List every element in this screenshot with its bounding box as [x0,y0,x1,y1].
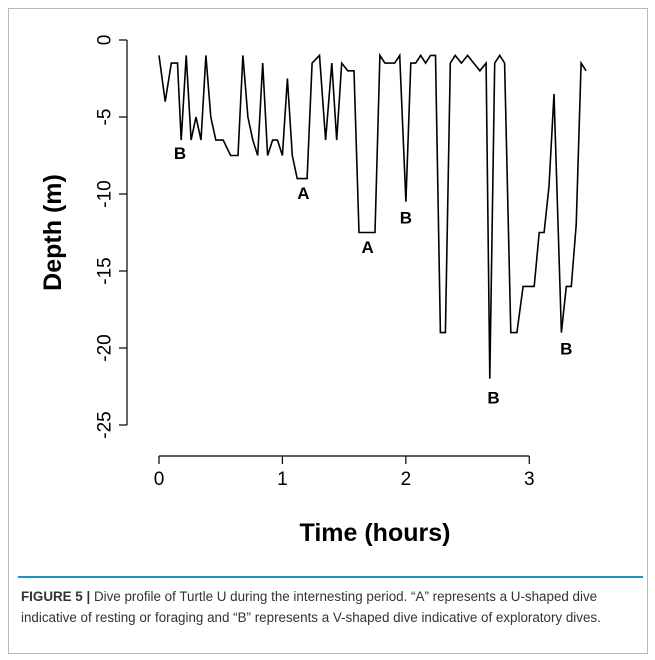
x-tick-label: 2 [401,469,412,490]
annotation-b: B [560,339,572,358]
y-tick-label: -15 [95,257,116,284]
annotation-b: B [487,389,499,408]
figure-caption: FIGURE 5 | Dive profile of Turtle U duri… [18,576,643,628]
figure-frame [8,8,648,654]
y-tick-label: 0 [95,35,116,46]
chart-marks: B A A B B B [158,52,587,408]
dive-profile-line [158,52,587,379]
annotation-b: B [174,144,186,163]
x-tick-label: 0 [154,469,165,490]
y-axis-title: Depth (m) [39,174,67,291]
annotation-a: A [361,238,373,257]
axes: 0 1 2 3 0 -5 -10 -15 -20 -25 [95,35,535,490]
x-axis-title: Time (hours) [300,519,451,547]
y-tick-label: -5 [95,109,116,126]
y-tick-label: -25 [95,411,116,438]
y-tick-label: -10 [95,180,116,207]
annotation-a: A [297,184,309,203]
caption-body: Dive profile of Turtle U during the inte… [21,589,601,625]
caption-label: FIGURE 5 | [21,589,91,604]
x-tick-label: 3 [524,469,535,490]
annotation-b: B [400,209,412,228]
x-tick-label: 1 [277,469,288,490]
y-tick-label: -20 [95,334,116,361]
caption-text-block: FIGURE 5 | Dive profile of Turtle U duri… [21,586,643,628]
